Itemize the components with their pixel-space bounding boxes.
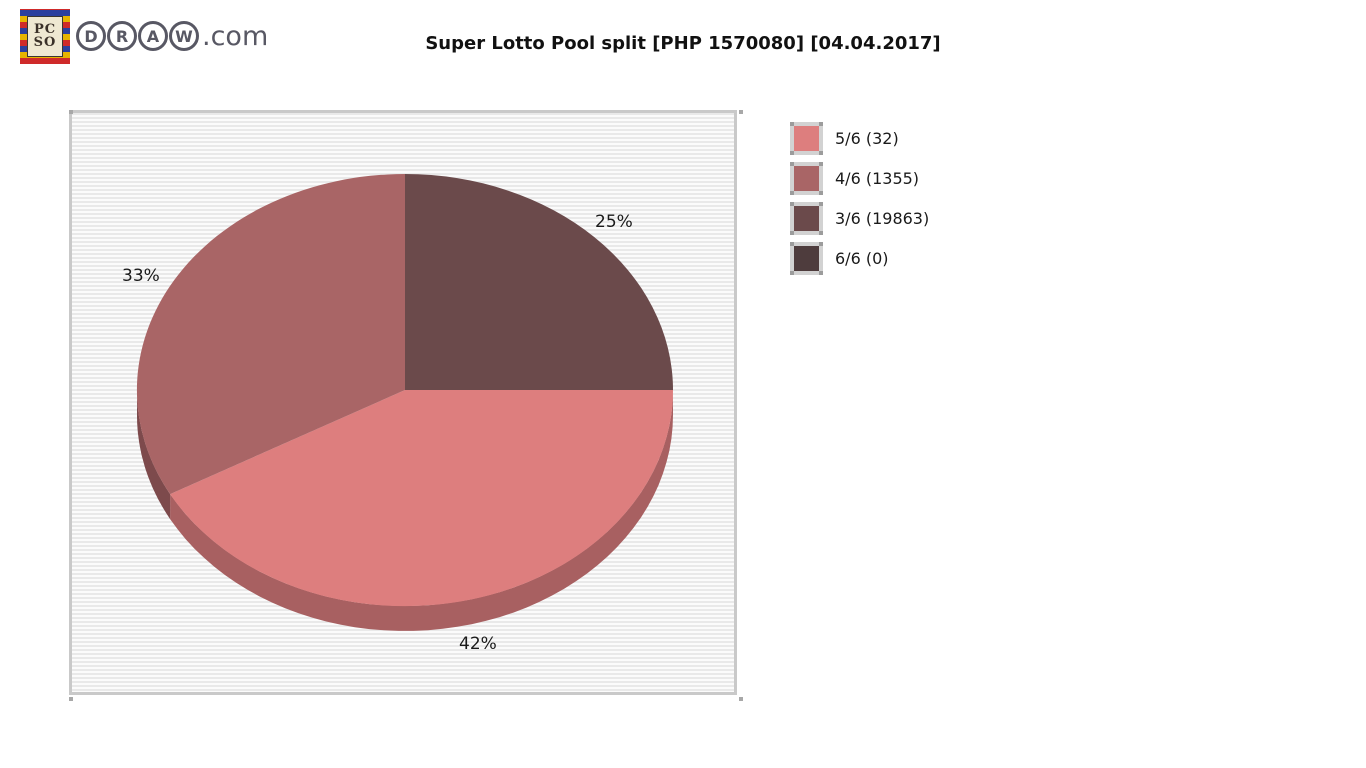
legend-swatch-6of6 [790, 242, 823, 275]
pcso-logo-line1: PC [33, 22, 57, 37]
legend-item-6of6: 6/6 (0) [790, 242, 929, 275]
legend-item-5of6: 5/6 (32) [790, 122, 929, 155]
legend-swatch-color [794, 246, 819, 271]
pcso-logo-line2: SO [33, 35, 57, 50]
legend-item-4of6: 4/6 (1355) [790, 162, 929, 195]
legend-swatch-3of6 [790, 202, 823, 235]
brand-wordmark: D R A W .com [76, 21, 268, 52]
pie-chart-plot-area: 25% 42% 33% [69, 110, 737, 695]
site-logo[interactable]: PC SO D R A W .com [20, 8, 268, 64]
pie-slice-top [136, 173, 406, 495]
brand-suffix: .com [202, 20, 269, 52]
pie-slice-side [137, 390, 171, 520]
legend-swatch-color [794, 166, 819, 191]
legend-label-5of6: 5/6 (32) [835, 129, 899, 148]
pcso-logo-text: PC SO [27, 15, 63, 57]
legend-label-6of6: 6/6 (0) [835, 249, 889, 268]
legend-swatch-color [794, 126, 819, 151]
legend-swatch-5of6 [790, 122, 823, 155]
pie-slice-top [170, 390, 674, 607]
slice-percent-label-4of6: 33% [122, 266, 160, 286]
legend-item-3of6: 3/6 (19863) [790, 202, 929, 235]
pie-slice-top [405, 174, 673, 390]
slice-percent-label-3of6: 25% [595, 212, 633, 232]
brand-letter-r: R [107, 21, 137, 51]
chart-title: Super Lotto Pool split [PHP 1570080] [04… [425, 33, 941, 54]
brand-letter-d: D [76, 21, 106, 51]
slice-percent-label-5of6: 42% [459, 634, 497, 654]
legend-swatch-color [794, 206, 819, 231]
legend-swatch-4of6 [790, 162, 823, 195]
legend-label-4of6: 4/6 (1355) [835, 169, 920, 188]
pie-chart [136, 173, 674, 631]
pcso-logo-icon: PC SO [20, 8, 70, 64]
brand-letter-w: W [169, 21, 199, 51]
brand-letter-a: A [138, 21, 168, 51]
legend-label-3of6: 3/6 (19863) [835, 209, 930, 228]
chart-legend: 5/6 (32) 4/6 (1355) 3/6 (19863) 6/6 (0) [790, 122, 929, 282]
